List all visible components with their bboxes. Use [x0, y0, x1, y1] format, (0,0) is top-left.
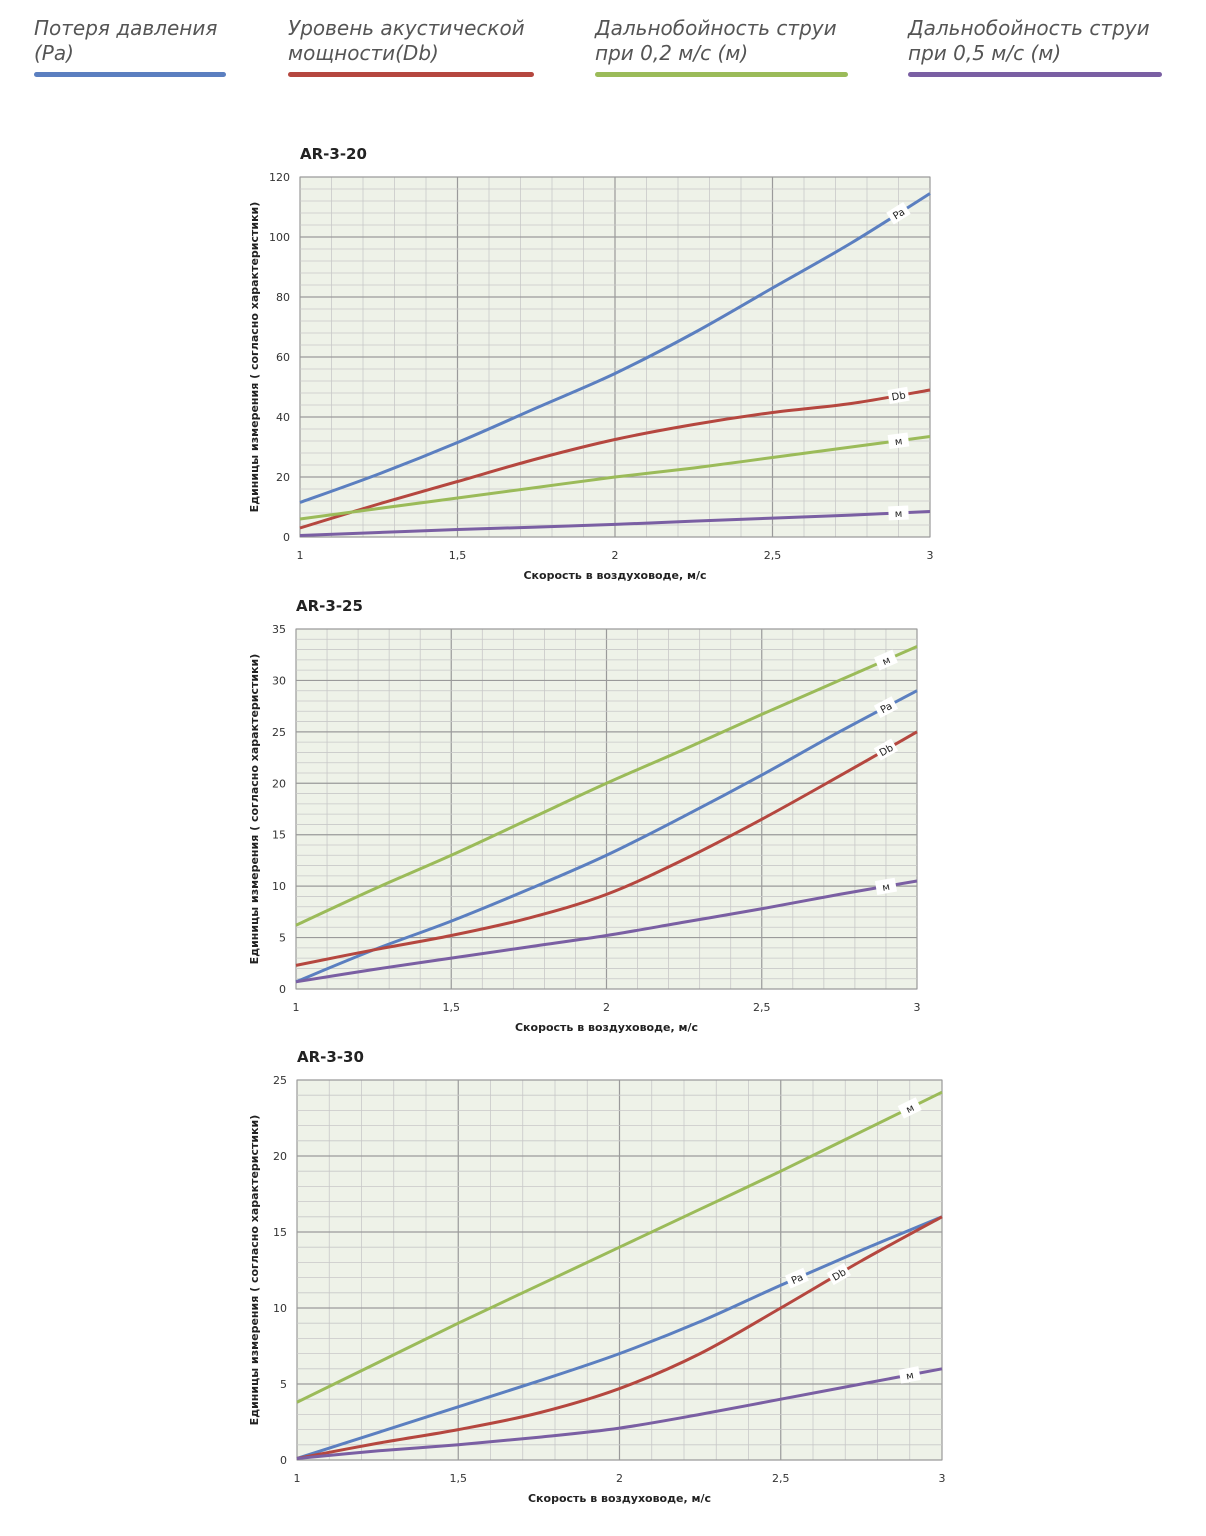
series-label: Pa: [790, 1272, 805, 1287]
series-label-bg: [888, 505, 909, 521]
series-line-м: [299, 435, 931, 521]
legend-label: Дальнобойность струи при 0,5 м/с (м): [908, 16, 1150, 65]
legend-swatch: [908, 72, 1162, 77]
chart-AR-3-20: 1 1,5 2 2,5 3 0 20 40 60 80 100 120 AR-3-20 Скорость …: [248, 145, 934, 582]
series-label-bg: [873, 649, 898, 671]
y-tick-label: 10: [272, 880, 286, 893]
x-axis-label: Скорость в воздуховоде, м/с: [523, 569, 706, 582]
x-axis-label: Скорость в воздуховоде, м/с: [515, 1021, 698, 1034]
legend-swatch: [288, 72, 534, 77]
legend-swatch: [34, 72, 226, 77]
series-label-bg: [874, 877, 897, 895]
y-tick-label: 25: [272, 726, 286, 739]
y-tick-label: 20: [272, 777, 286, 790]
x-axis-label: Скорость в воздуховоде, м/с: [528, 1492, 711, 1505]
series-label: м: [894, 436, 903, 448]
x-tick-label: 2: [603, 1001, 610, 1014]
series-label: м: [882, 882, 891, 894]
series-label: м: [905, 1370, 914, 1382]
series-line-Pa: [295, 689, 918, 984]
x-tick-label: 3: [914, 1001, 921, 1014]
x-tick-label: 1,5: [443, 1001, 461, 1014]
chart-AR-3-30: 1 1,5 2 2,5 3 0 5 10 15 20 25 AR-3-30 Скорость в воз…: [248, 1048, 946, 1505]
series-label: м: [905, 1103, 917, 1116]
series-label-bg: [826, 1262, 851, 1286]
series-label-bg: [898, 1366, 921, 1384]
y-tick-label: 120: [269, 171, 290, 184]
series-label-bg: [886, 202, 911, 225]
series-line-Db: [299, 388, 931, 530]
y-tick-label: 15: [273, 1226, 287, 1239]
series-label: Pa: [891, 207, 907, 223]
y-tick-label: 10: [273, 1302, 287, 1315]
series-label-bg: [784, 1267, 809, 1289]
legend-item-db: Уровень акустической мощности(Db): [288, 16, 548, 77]
series-line-м: [295, 879, 918, 984]
x-tick-label: 2: [612, 549, 619, 562]
series-line-м: [296, 1090, 943, 1404]
x-tick-label: 2,5: [772, 1472, 790, 1485]
series-label: Pa: [879, 701, 895, 716]
y-tick-label: 25: [273, 1074, 287, 1087]
y-tick-label: 20: [273, 1150, 287, 1163]
series-line-м: [296, 1367, 943, 1460]
series-label-bg: [887, 386, 910, 404]
legend-label: Дальнобойность струи при 0,2 м/с (м): [595, 16, 837, 65]
x-tick-label: 1,5: [450, 1472, 468, 1485]
series-label-bg: [873, 696, 899, 719]
y-tick-label: 0: [280, 1454, 287, 1467]
y-tick-label: 60: [276, 351, 290, 364]
legend-item-range02: Дальнобойность струи при 0,2 м/с (м): [595, 16, 860, 77]
series-line-Db: [295, 730, 918, 967]
y-tick-label: 35: [272, 623, 286, 636]
y-axis-label: Единицы измерения ( согласно характерист…: [248, 654, 261, 965]
y-tick-label: 40: [276, 411, 290, 424]
series-line-м: [295, 645, 918, 927]
legend-label: Потеря давления (Pa): [34, 16, 218, 65]
legend-item-pa: Потеря давления (Pa): [34, 16, 234, 77]
y-tick-label: 0: [283, 531, 290, 544]
legend-swatch: [595, 72, 848, 77]
x-tick-label: 2,5: [764, 549, 782, 562]
y-tick-label: 5: [279, 932, 286, 945]
series-line-Pa: [296, 1215, 943, 1460]
x-tick-label: 1: [294, 1472, 301, 1485]
series-line-м: [299, 510, 931, 537]
series-label-bg: [873, 738, 899, 761]
x-tick-label: 1: [293, 1001, 300, 1014]
legend-label: Уровень акустической мощности(Db): [288, 16, 525, 65]
chart-title: AR-3-30: [297, 1048, 364, 1066]
legend-item-range05: Дальнобойность струи при 0,5 м/с (м): [908, 16, 1173, 77]
y-axis-label: Единицы измерения ( согласно характерист…: [248, 1115, 261, 1426]
y-axis-label: Единицы измерения ( согласно характерист…: [248, 202, 261, 513]
y-tick-label: 80: [276, 291, 290, 304]
series-line-Pa: [299, 192, 931, 504]
series-label-bg: [887, 432, 910, 449]
x-tick-label: 1: [297, 549, 304, 562]
x-tick-label: 3: [927, 549, 934, 562]
series-label: м: [895, 509, 903, 520]
chart-title: AR-3-20: [300, 145, 367, 163]
y-tick-label: 15: [272, 829, 286, 842]
y-tick-label: 0: [279, 983, 286, 996]
series-label: м: [881, 655, 892, 668]
y-tick-label: 5: [280, 1378, 287, 1391]
series-label: Db: [891, 390, 907, 403]
x-tick-label: 3: [939, 1472, 946, 1485]
chart-title: AR-3-25: [296, 597, 363, 615]
series-label-bg: [897, 1097, 922, 1119]
y-tick-label: 100: [269, 231, 290, 244]
x-tick-label: 2: [616, 1472, 623, 1485]
y-tick-label: 30: [272, 674, 286, 687]
y-tick-label: 20: [276, 471, 290, 484]
x-tick-label: 2,5: [753, 1001, 771, 1014]
x-tick-label: 1,5: [449, 549, 467, 562]
